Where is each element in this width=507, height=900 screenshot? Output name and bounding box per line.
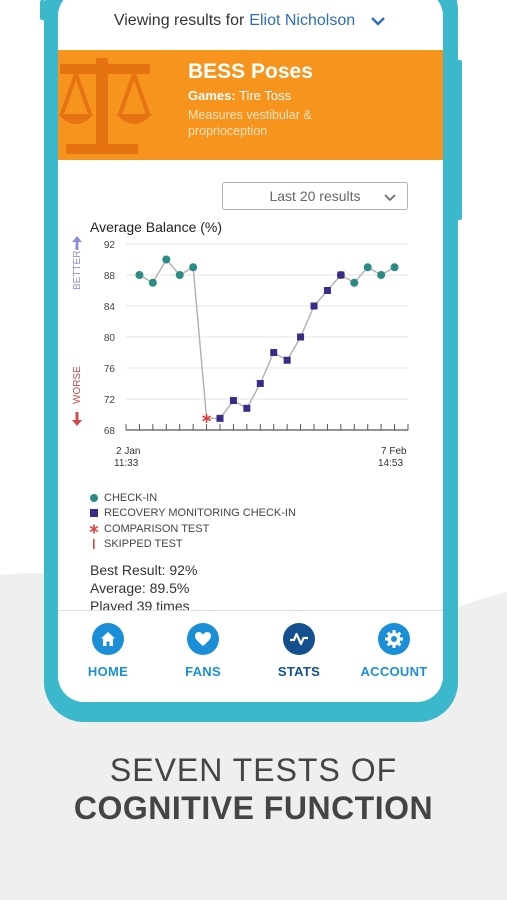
legend-label: COMPARISON TEST [104, 522, 210, 535]
legend-item-skipped: SKIPPED TEST [88, 537, 296, 553]
games-label: Games: [188, 88, 236, 103]
chart-x-ticks [125, 424, 409, 431]
worse-indicator: WORSE [72, 366, 83, 426]
nav-home[interactable]: HOME [63, 623, 153, 679]
checkin-point [390, 263, 399, 272]
x-start-date: 2 Jan [116, 446, 140, 457]
bottom-nav: HOME FANS STATS [58, 610, 443, 681]
caption-line-1: SEVEN TESTS OF [109, 752, 398, 788]
chart-data-points [135, 255, 399, 423]
recovery-point [310, 302, 318, 310]
legend-item-checkin: CHECK-IN [88, 490, 296, 506]
checkin-point [175, 271, 184, 279]
results-filter-dropdown[interactable]: Last 20 results [222, 182, 408, 210]
legend-item-recovery: RECOVERY MONITORING CHECK-IN [88, 506, 296, 522]
bar-icon [93, 539, 95, 550]
worse-label: WORSE [72, 366, 83, 404]
checkin-point [189, 263, 198, 272]
better-indicator: BETTER [72, 236, 83, 290]
checkin-point [148, 278, 157, 287]
best-result: Best Result: 92% [90, 562, 198, 578]
scale-icon [58, 58, 152, 154]
chart-y-tick-labels: 92 88 84 80 76 72 68 [104, 240, 116, 437]
phone-side-button-right [457, 60, 462, 220]
checkin-point [350, 278, 359, 287]
recovery-point [256, 380, 264, 387]
legend-label: CHECK-IN [104, 491, 158, 504]
y-tick-label: 92 [104, 240, 116, 251]
y-tick-label: 88 [104, 271, 116, 282]
checkin-point [363, 263, 372, 272]
test-title: BESS Poses [188, 60, 313, 83]
y-tick-label: 80 [104, 333, 116, 344]
home-icon [92, 623, 124, 655]
viewing-prefix: Viewing results for [113, 12, 245, 29]
test-description: Measures vestibular & proprioception [188, 108, 312, 138]
test-games: Games: Tire Toss [188, 88, 291, 103]
chevron-down-icon [384, 194, 396, 202]
x-start-time: 11:33 [114, 458, 139, 469]
recovery-point [337, 271, 345, 279]
games-value: Tire Toss [239, 88, 292, 103]
y-tick-label: 84 [104, 302, 116, 313]
user-selector[interactable]: Viewing results for Eliot Nicholson [58, 0, 443, 42]
x-end-time: 14:53 [378, 458, 403, 469]
nav-label: HOME [87, 664, 129, 679]
checkin-point [162, 255, 171, 264]
caption-line-2: COGNITIVE FUNCTION [73, 790, 434, 826]
nav-label: STATS [277, 664, 321, 679]
nav-stats[interactable]: STATS [254, 623, 344, 679]
recovery-point [297, 333, 305, 341]
user-name: Eliot Nicholson [249, 12, 356, 29]
legend-label: SKIPPED TEST [104, 538, 183, 551]
recovery-point [243, 404, 251, 412]
legend-label: RECOVERY MONITORING CHECK-IN [104, 507, 296, 520]
y-tick-label: 68 [104, 426, 116, 437]
test-banner: BESS Poses Games: Tire Toss Measures ves… [58, 50, 443, 160]
square-icon [90, 509, 98, 518]
chart-grid [126, 243, 408, 431]
nav-fans[interactable]: FANS [158, 623, 248, 679]
x-end-date: 7 Feb [381, 446, 407, 457]
better-label: BETTER [72, 251, 83, 290]
results-filter-value: Last 20 results [269, 188, 361, 204]
chart-legend: CHECK-IN RECOVERY MONITORING CHECK-IN CO… [88, 490, 296, 552]
phone-side-button-left [40, 0, 45, 20]
gear-icon [378, 623, 410, 655]
phone-screen: Viewing results for Eliot Nicholson BESS… [58, 0, 443, 702]
nav-label: FANS [185, 664, 221, 679]
legend-item-comparison: COMPARISON TEST [88, 521, 296, 537]
comparison-point [202, 413, 211, 423]
checkin-point [135, 271, 144, 279]
recovery-point [270, 349, 278, 356]
stats-icon [283, 623, 315, 655]
star-icon [89, 524, 99, 534]
stats-summary: Best Result: 92% Average: 89.5% Played 3… [90, 561, 197, 615]
average-result: Average: 89.5% [90, 580, 190, 596]
chevron-down-icon[interactable] [369, 12, 387, 30]
recovery-point [323, 287, 331, 294]
y-tick-label: 72 [104, 395, 116, 406]
nav-label: ACCOUNT [360, 664, 428, 679]
recovery-point [216, 414, 224, 422]
chart-title: Average Balance (%) [90, 219, 223, 235]
nav-account[interactable]: ACCOUNT [349, 623, 439, 679]
y-tick-label: 76 [104, 364, 116, 375]
heart-icon [187, 623, 219, 655]
dot-icon [90, 493, 98, 502]
recovery-point [229, 397, 237, 405]
checkin-point [377, 271, 386, 279]
recovery-point [283, 356, 291, 364]
